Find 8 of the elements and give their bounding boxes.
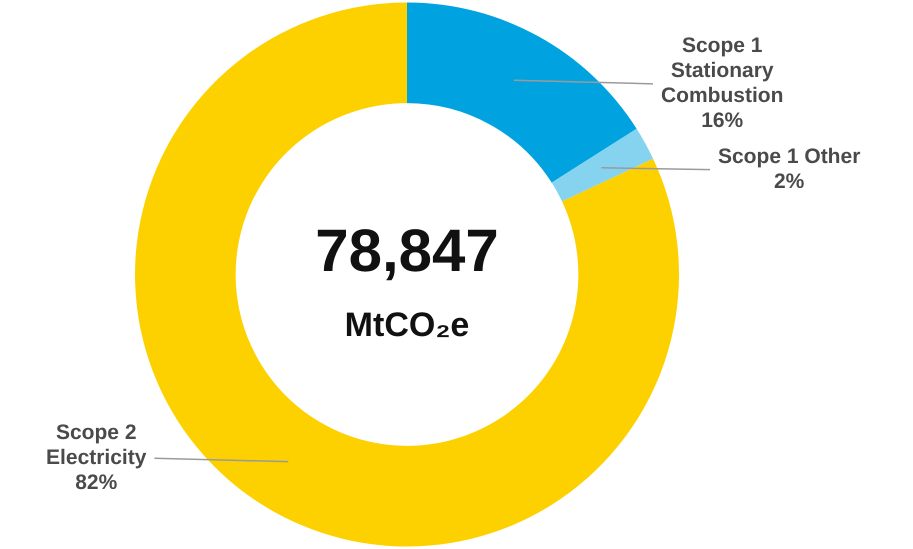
slice-label: Scope 1 Stationary Combustion	[660, 34, 784, 108]
data-label: 82%	[75, 471, 118, 494]
slice-label: Scope 2 Electricity	[46, 421, 147, 470]
data-label: 2%	[774, 170, 805, 193]
text: 78,847	[315, 217, 499, 284]
data-label: 16%	[701, 109, 744, 132]
text: MtCO₂e	[344, 306, 470, 344]
slice-label: Scope 1 Other	[718, 144, 860, 168]
